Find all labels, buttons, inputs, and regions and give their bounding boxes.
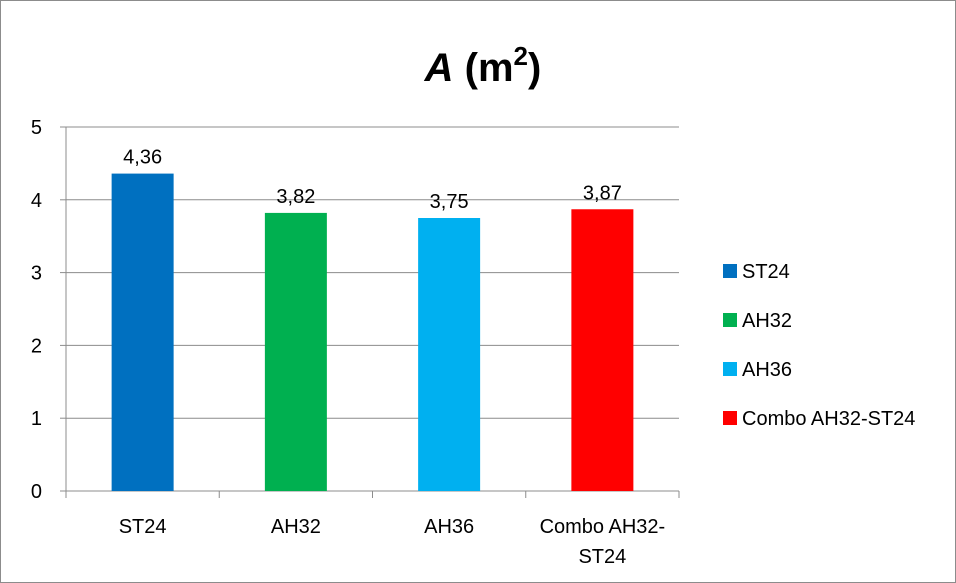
legend-label: Combo AH32-ST24 — [742, 408, 915, 430]
data-labels: 4,36 3,82 3,75 3,87 — [123, 147, 622, 213]
x-category-label: ST24 — [119, 516, 167, 538]
legend-label: AH32 — [742, 310, 792, 332]
data-label: 3,82 — [276, 186, 315, 208]
x-tick-labels: ST24 AH32 AH36 Combo AH32- ST24 — [119, 516, 665, 568]
legend-label: ST24 — [742, 261, 790, 283]
legend-item: Combo AH32-ST24 — [723, 408, 915, 430]
x-category-label: ST24 — [578, 546, 626, 568]
title-end: ) — [528, 46, 541, 90]
title-sup: 2 — [514, 41, 528, 71]
bar-st24 — [111, 173, 174, 492]
title-italic: A — [424, 46, 454, 90]
y-tick-labels: 0 1 2 3 4 5 — [31, 117, 42, 503]
y-tick-label: 0 — [31, 481, 42, 503]
bar-combo-ah32-st24 — [571, 209, 634, 491]
data-label: 3,87 — [583, 182, 622, 204]
y-tick-label: 2 — [31, 335, 42, 357]
legend-swatch — [723, 411, 737, 425]
title-rest: (m — [454, 46, 514, 90]
x-category-label: AH32 — [271, 516, 321, 538]
legend-swatch — [723, 362, 737, 376]
y-tick-label: 1 — [31, 408, 42, 430]
legend: ST24 AH32 AH36 Combo AH32-ST24 — [723, 261, 915, 430]
data-label: 3,75 — [430, 191, 469, 213]
data-label: 4,36 — [123, 147, 162, 169]
y-tick-label: 4 — [31, 190, 42, 212]
legend-item: AH36 — [723, 359, 792, 381]
legend-swatch — [723, 264, 737, 278]
x-category-label: Combo AH32- — [540, 516, 666, 538]
y-tick-label: 5 — [31, 117, 42, 139]
x-category-label: AH36 — [424, 516, 474, 538]
legend-item: AH32 — [723, 310, 792, 332]
legend-label: AH36 — [742, 359, 792, 381]
bars — [111, 173, 634, 492]
bar-ah36 — [418, 218, 481, 491]
chart-title: A (m2) — [424, 41, 542, 90]
legend-item: ST24 — [723, 261, 790, 283]
y-tick-label: 3 — [31, 263, 42, 285]
bar-ah32 — [264, 212, 327, 492]
legend-swatch — [723, 313, 737, 327]
